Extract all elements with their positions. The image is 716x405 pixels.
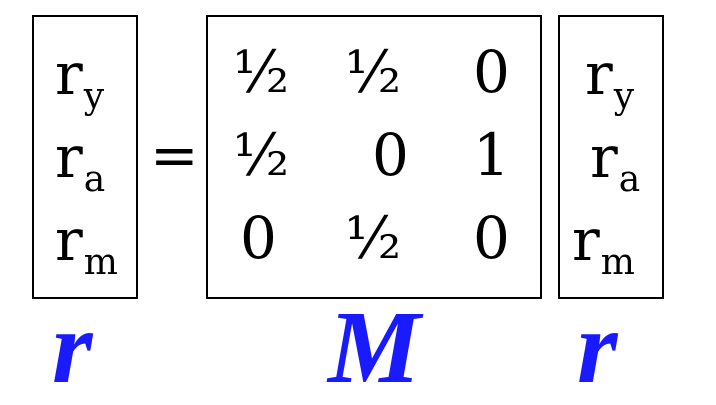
matrix-cell-2-2: 0 (473, 204, 510, 272)
right-vector-entry-rm: rm (572, 206, 635, 283)
right-vector-entry-ry: ry (585, 40, 635, 117)
matrix-cell-0-2: 0 (473, 38, 510, 106)
matrix-cell-1-0: ½ (233, 121, 290, 189)
label-right-vector: r (577, 290, 618, 405)
label-left-vector: r (52, 290, 93, 405)
equals-sign: = (150, 121, 199, 189)
matrix-cell-1-1: 0 (372, 121, 409, 189)
label-matrix: M (328, 290, 421, 405)
matrix-cell-2-1: ½ (345, 204, 402, 272)
left-vector-box (32, 15, 138, 299)
left-vector-entry-rm: rm (55, 206, 118, 283)
matrix-cell-2-0: 0 (240, 204, 277, 272)
left-vector-entry-ry: ry (55, 40, 105, 117)
right-vector-box (558, 15, 664, 299)
right-vector-entry-ra: ra (590, 123, 641, 200)
matrix-box (206, 15, 542, 299)
matrix-cell-0-0: ½ (233, 38, 290, 106)
matrix-cell-0-1: ½ (345, 38, 402, 106)
left-vector-entry-ra: ra (55, 123, 106, 200)
matrix-cell-1-2: 1 (473, 121, 510, 189)
